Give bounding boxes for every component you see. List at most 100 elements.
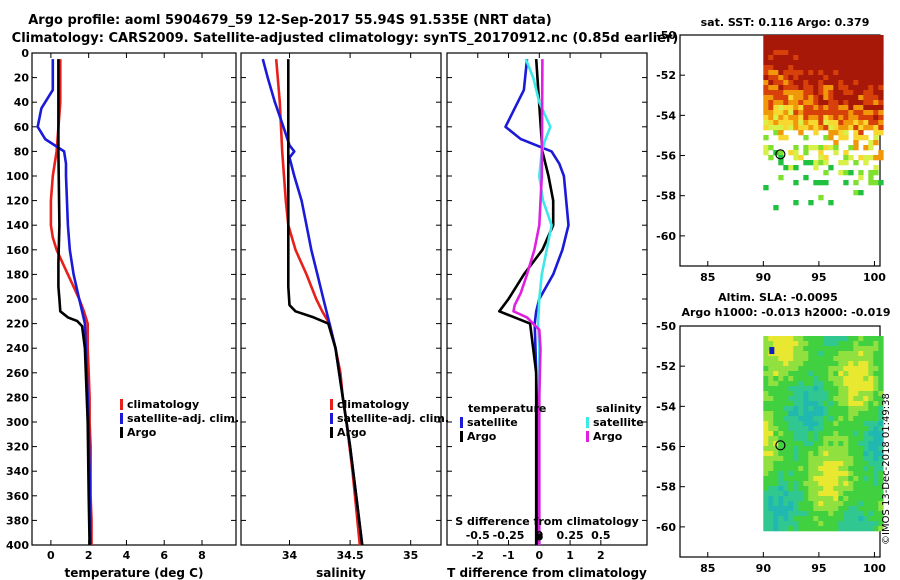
map-cell: [833, 336, 839, 342]
series-line-argo: [57, 59, 91, 546]
map-cell: [858, 421, 864, 427]
map-cell: [843, 436, 849, 442]
map-cell: [773, 356, 779, 362]
map-cell: [873, 361, 879, 367]
map-cell: [783, 135, 789, 141]
map-cell: [808, 401, 814, 407]
map-cell: [833, 516, 839, 522]
map-cell: [873, 70, 879, 76]
map-cell: [873, 170, 879, 176]
map-cell: [843, 100, 849, 106]
map-cell: [778, 95, 784, 101]
map-cell: [828, 401, 834, 407]
map-cell: [828, 416, 834, 422]
map-cell: [773, 461, 779, 467]
map-cell: [848, 346, 854, 352]
map-cell: [878, 456, 884, 462]
map-cell: [768, 155, 774, 161]
y-tick-label: 320: [6, 441, 29, 454]
map-cell: [793, 506, 799, 512]
map-cell: [868, 511, 874, 517]
map-cell: [868, 501, 874, 507]
map-cell: [873, 501, 879, 507]
x-tick-label: 100: [863, 562, 886, 575]
map-cell: [833, 80, 839, 86]
map-cell: [868, 155, 874, 161]
map-cell: [778, 451, 784, 457]
map-cell: [803, 341, 809, 347]
map-cell: [808, 125, 814, 131]
map-cell: [763, 40, 769, 46]
map-cell: [828, 486, 834, 492]
legend-title-salinity: salinity: [596, 402, 642, 415]
map-cell: [853, 426, 859, 432]
map-cell: [863, 421, 869, 427]
map-cell: [803, 526, 809, 532]
map-cell: [838, 160, 844, 166]
map-cell: [813, 456, 819, 462]
map-cell: [773, 451, 779, 457]
map-cell: [803, 451, 809, 457]
map-cell: [853, 401, 859, 407]
map-cell: [768, 421, 774, 427]
map-cell: [828, 135, 834, 141]
map-cell: [793, 471, 799, 477]
map-cell: [843, 406, 849, 412]
map-cell: [763, 145, 769, 151]
map-cell: [833, 351, 839, 357]
map-cell: [868, 341, 874, 347]
map-cell: [783, 110, 789, 116]
y-tick-label: 60: [14, 121, 30, 134]
map-cell: [798, 40, 804, 46]
map-cell: [863, 105, 869, 111]
map-cell: [778, 65, 784, 71]
map-cell: [828, 60, 834, 66]
map-cell: [803, 175, 809, 181]
map-cell: [848, 456, 854, 462]
map-cell: [783, 351, 789, 357]
map-cell: [833, 491, 839, 497]
map-cell: [863, 65, 869, 71]
map-cell: [798, 426, 804, 432]
map-cell: [788, 85, 794, 91]
map-cell: [833, 85, 839, 91]
map-cell: [763, 441, 769, 447]
map-cell: [878, 406, 884, 412]
map-cell: [773, 391, 779, 397]
x-tick-label: 34.5: [337, 549, 364, 562]
map-cell: [788, 336, 794, 342]
map-cell: [788, 451, 794, 457]
map-cell: [833, 35, 839, 41]
map-cell: [853, 90, 859, 96]
map-cell: [838, 125, 844, 131]
map-cell: [868, 110, 874, 116]
map-cell: [803, 75, 809, 81]
map-cell: [773, 481, 779, 487]
map-cell: [793, 476, 799, 482]
map-cell: [798, 451, 804, 457]
map-cell: [843, 461, 849, 467]
figure-title-line2: Climatology: CARS2009. Satellite-adjuste…: [12, 31, 679, 46]
map-cell: [848, 381, 854, 387]
map-cell: [838, 341, 844, 347]
map-cell: [833, 436, 839, 442]
map-cell: [833, 451, 839, 457]
map-cell: [863, 491, 869, 497]
map-cell: [773, 60, 779, 66]
map-cell: [873, 451, 879, 457]
map-cell: [838, 371, 844, 377]
legend-swatch: [460, 417, 463, 428]
map-cell: [848, 506, 854, 512]
map-cell: [783, 80, 789, 86]
map-cell: [828, 521, 834, 527]
map-cell: [828, 75, 834, 81]
map-cell: [768, 406, 774, 412]
map-cell: [823, 351, 829, 357]
map-cell: [823, 481, 829, 487]
map-cell: [818, 401, 824, 407]
map-cell: [873, 65, 879, 71]
map-cell: [863, 45, 869, 51]
map-cell: [863, 120, 869, 126]
map-cell: [788, 80, 794, 86]
map-cell: [833, 130, 839, 136]
